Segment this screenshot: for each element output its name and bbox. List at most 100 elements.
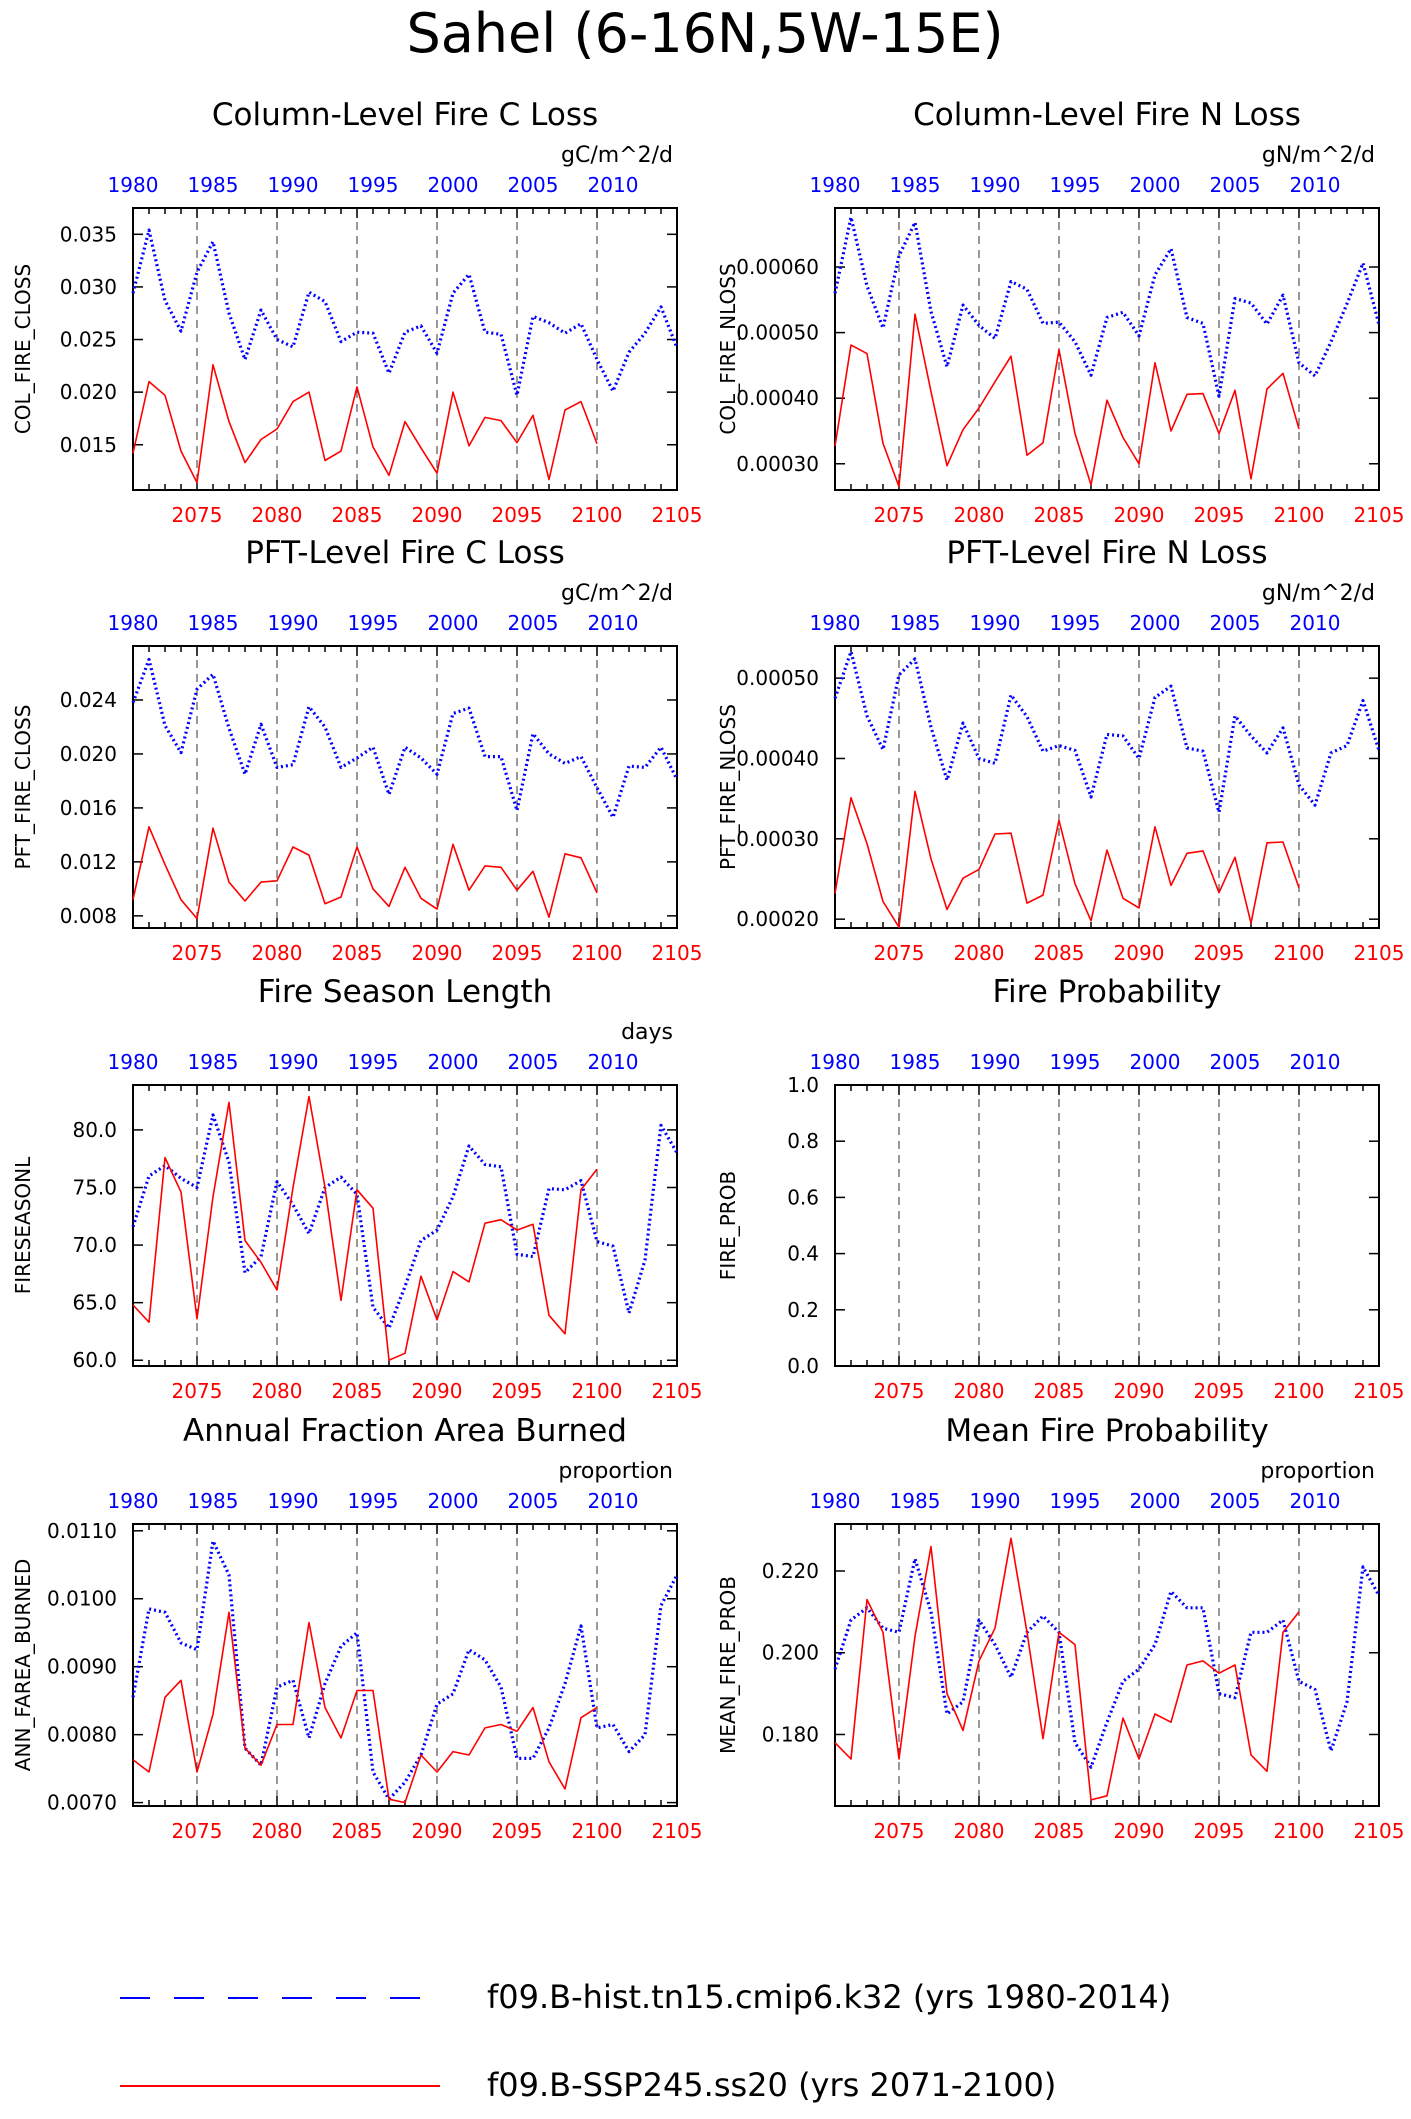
x-top-tick-label: 1995 <box>348 611 399 635</box>
x-top-tick-label: 1995 <box>348 173 399 197</box>
x-top-tick-label: 1990 <box>268 1489 319 1513</box>
x-top-tick-label: 2005 <box>508 611 559 635</box>
x-bottom-tick-label: 2100 <box>1274 941 1325 965</box>
plot-frame <box>834 1523 1380 1807</box>
x-top-tick-label: 2010 <box>588 173 639 197</box>
x-top-tick-label: 2010 <box>1290 1050 1341 1074</box>
panel-fire-prob: Fire Probability 2075 2080 2085 2090 2095 2100… <box>716 974 1404 1403</box>
y-tick-label: 0.012 <box>60 850 117 874</box>
x-bottom-tick-label: 2080 <box>252 1379 303 1403</box>
x-bottom-tick-label: 2085 <box>332 1819 383 1843</box>
x-top-tick-label: 1985 <box>890 1050 941 1074</box>
x-bottom-tick-label: 2090 <box>412 1379 463 1403</box>
legend-hist-label: f09.B-hist.tn15.cmip6.k32 (yrs 1980-2014… <box>487 1978 1171 2016</box>
x-top-tick-label: 2010 <box>588 1050 639 1074</box>
y-tick-label: 0.008 <box>60 904 117 928</box>
x-bottom-tick-label: 2100 <box>572 503 623 527</box>
x-bottom-tick-label: 2105 <box>1354 941 1405 965</box>
x-bottom-tick-label: 2100 <box>1274 503 1325 527</box>
figure-title: Sahel (6-16N,5W-15E) <box>406 2 1003 65</box>
y-tick-label: 0.00050 <box>736 321 819 345</box>
panel-col-fire-nloss: Column-Level Fire N Loss gN/m^2/d 2075 2080… <box>716 97 1404 527</box>
x-bottom-tick-label: 2080 <box>954 1819 1005 1843</box>
plot-frame <box>834 207 1380 491</box>
x-bottom-tick-label: 2100 <box>1274 1819 1325 1843</box>
x-top-tick-label: 1985 <box>890 1489 941 1513</box>
panel-title: Column-Level Fire N Loss <box>913 97 1301 133</box>
x-top-tick-label: 1985 <box>188 173 239 197</box>
x-top-tick-label: 2000 <box>1130 1050 1181 1074</box>
x-bottom-tick-label: 2075 <box>874 1819 925 1843</box>
x-bottom-tick-label: 2090 <box>412 1819 463 1843</box>
x-top-tick-label: 2000 <box>428 1489 479 1513</box>
y-tick-label: 0.6 <box>787 1185 819 1209</box>
y-tick-label: 0.0090 <box>47 1655 117 1679</box>
x-bottom-tick-label: 2075 <box>172 941 223 965</box>
x-bottom-tick-label: 2090 <box>412 941 463 965</box>
x-top-tick-label: 1980 <box>810 1489 861 1513</box>
x-top-tick-label: 1980 <box>810 1050 861 1074</box>
x-top-tick-label: 1980 <box>108 1050 159 1074</box>
y-tick-label: 0.0110 <box>47 1519 117 1543</box>
series-line-hist <box>131 228 679 397</box>
series-line-hist <box>131 657 679 820</box>
x-bottom-tick-label: 2095 <box>1194 1819 1245 1843</box>
x-top-tick-label: 2000 <box>428 611 479 635</box>
y-tick-label: 0.025 <box>60 328 117 352</box>
x-bottom-tick-label: 2090 <box>1114 941 1165 965</box>
x-top-tick-label: 1990 <box>268 173 319 197</box>
x-bottom-tick-label: 2105 <box>652 941 703 965</box>
x-bottom-tick-label: 2090 <box>1114 503 1165 527</box>
x-top-tick-label: 2010 <box>1290 1489 1341 1513</box>
y-axis-label: FIRESEASONL <box>11 1156 35 1294</box>
x-bottom-tick-label: 2085 <box>332 503 383 527</box>
legend-ssp-label: f09.B-SSP245.ss20 (yrs 2071-2100) <box>487 2066 1056 2104</box>
y-tick-label: 70.0 <box>72 1233 117 1257</box>
y-tick-label: 0.00030 <box>736 827 819 851</box>
x-bottom-tick-label: 2080 <box>252 503 303 527</box>
x-bottom-tick-label: 2080 <box>252 1819 303 1843</box>
series-line-ssp <box>132 1611 598 1804</box>
x-top-tick-label: 1995 <box>1050 1050 1101 1074</box>
y-tick-label: 0.00030 <box>736 452 819 476</box>
x-bottom-tick-label: 2100 <box>572 1379 623 1403</box>
series-line-ssp <box>834 790 1300 929</box>
series-line-hist <box>833 1557 1381 1769</box>
y-tick-label: 0.00040 <box>736 746 819 770</box>
x-top-tick-label: 2005 <box>1210 173 1261 197</box>
x-bottom-tick-label: 2085 <box>332 941 383 965</box>
x-bottom-tick-label: 2100 <box>572 1819 623 1843</box>
x-top-tick-label: 1990 <box>268 1050 319 1074</box>
panel-pft-fire-closs: PFT-Level Fire C Loss gC/m^2/d 2075 2080 208… <box>11 535 702 965</box>
x-bottom-tick-label: 2080 <box>252 941 303 965</box>
panel-title: Fire Season Length <box>258 974 552 1010</box>
x-top-tick-label: 2005 <box>508 1489 559 1513</box>
x-bottom-tick-label: 2095 <box>1194 503 1245 527</box>
x-top-tick-label: 2010 <box>1290 173 1341 197</box>
x-bottom-tick-label: 2085 <box>332 1379 383 1403</box>
x-bottom-tick-label: 2075 <box>172 503 223 527</box>
x-top-tick-label: 2005 <box>1210 1489 1261 1513</box>
x-bottom-tick-label: 2075 <box>172 1379 223 1403</box>
x-top-tick-label: 1980 <box>810 611 861 635</box>
x-top-tick-label: 1990 <box>268 611 319 635</box>
panel-col-fire-closs: Column-Level Fire C Loss gC/m^2/d 2075 2080… <box>11 97 702 527</box>
y-tick-label: 0.024 <box>60 688 117 712</box>
x-top-tick-label: 1980 <box>108 611 159 635</box>
plot-frame <box>132 645 678 929</box>
x-bottom-tick-label: 2105 <box>1354 1379 1405 1403</box>
x-top-tick-label: 1980 <box>108 1489 159 1513</box>
x-top-tick-label: 2005 <box>508 173 559 197</box>
x-bottom-tick-label: 2075 <box>874 1379 925 1403</box>
plot-frame <box>132 1523 678 1807</box>
x-bottom-tick-label: 2105 <box>1354 1819 1405 1843</box>
x-top-tick-label: 2010 <box>1290 611 1341 635</box>
x-bottom-tick-label: 2095 <box>1194 1379 1245 1403</box>
x-top-tick-label: 1980 <box>108 173 159 197</box>
y-tick-label: 0.8 <box>787 1129 819 1153</box>
plot-frame <box>834 645 1380 929</box>
x-top-tick-label: 2000 <box>1130 1489 1181 1513</box>
y-tick-label: 0.00040 <box>736 386 819 410</box>
series-line-hist <box>131 1539 679 1801</box>
panel-pft-fire-nloss: PFT-Level Fire N Loss gN/m^2/d 2075 2080 208… <box>716 535 1404 965</box>
